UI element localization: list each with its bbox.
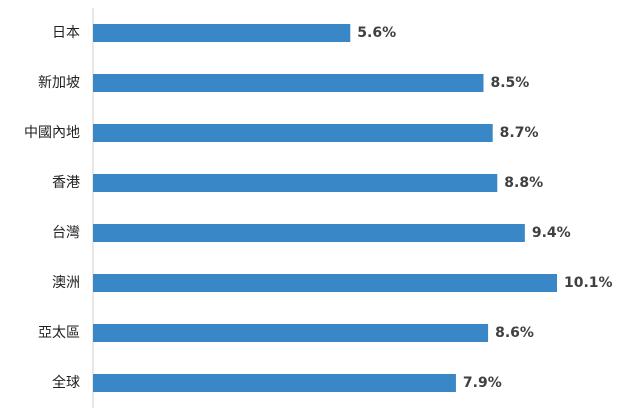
bar-4 (93, 224, 525, 242)
category-label-1: 新加坡 (38, 75, 80, 91)
value-label-5: 10.1% (564, 275, 613, 291)
category-label-6: 亞太區 (38, 325, 80, 341)
value-labels: 5.6% 8.5% 8.7% 8.8% 9.4% 10.1% 8.6% 7.9% (357, 25, 612, 391)
category-label-0: 日本 (52, 25, 80, 41)
bar-2 (93, 124, 493, 142)
category-label-5: 澳洲 (52, 275, 80, 291)
bar-7 (93, 374, 456, 392)
bar-1 (93, 74, 484, 92)
category-label-4: 台灣 (52, 225, 80, 241)
category-label-3: 香港 (52, 175, 80, 191)
category-label-7: 全球 (52, 374, 80, 391)
bar-3 (93, 174, 498, 192)
value-label-7: 7.9% (463, 375, 502, 391)
value-label-6: 8.6% (495, 325, 534, 341)
value-label-3: 8.8% (504, 175, 543, 191)
value-label-1: 8.5% (490, 75, 529, 91)
category-label-2: 中國內地 (24, 125, 80, 141)
bars-group (93, 24, 557, 392)
value-label-4: 9.4% (532, 225, 571, 241)
bar-5 (93, 274, 557, 292)
value-label-2: 8.7% (500, 125, 539, 141)
bar-0 (93, 24, 351, 42)
value-label-0: 5.6% (357, 25, 396, 41)
bar-6 (93, 324, 489, 342)
